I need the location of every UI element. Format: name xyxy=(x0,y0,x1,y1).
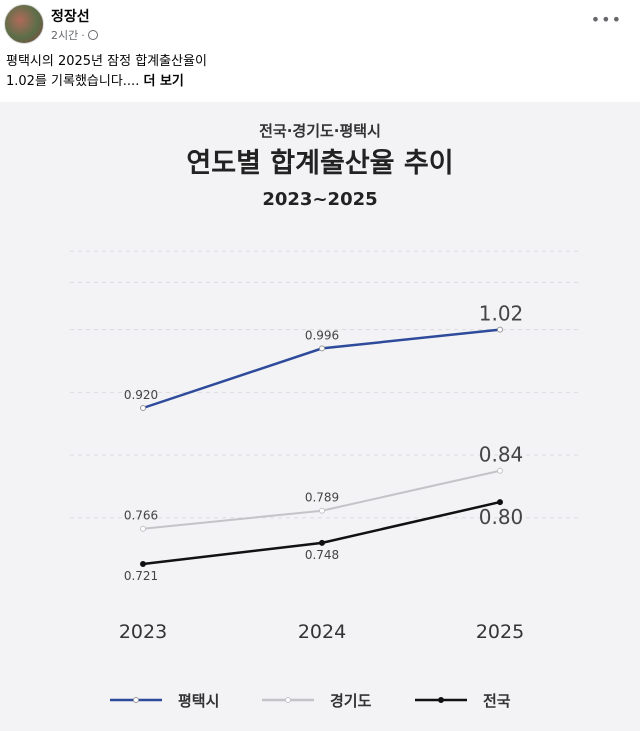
data-point xyxy=(319,345,325,352)
avatar[interactable] xyxy=(4,4,44,44)
post-body-line: 1.02를 기록했습니다.... xyxy=(6,74,140,89)
post-body-line: 평택시의 2025년 잠정 합계출산율이 xyxy=(6,54,207,69)
data-point xyxy=(319,539,325,546)
data-label: 1.02 xyxy=(479,302,524,326)
legend-label: 평택시 xyxy=(178,692,219,710)
legend-label: 경기도 xyxy=(330,692,372,710)
data-label: 0.996 xyxy=(305,328,339,342)
globe-icon xyxy=(87,30,98,40)
data-label: 0.84 xyxy=(479,443,524,467)
legend-marker xyxy=(285,697,291,703)
data-point xyxy=(140,561,146,568)
data-point xyxy=(497,467,503,474)
chart-subtitle: 2023~2025 xyxy=(262,189,377,210)
more-options-button[interactable]: ••• xyxy=(590,10,622,29)
data-label: 0.80 xyxy=(479,505,524,529)
separator: · xyxy=(81,28,85,42)
data-label: 0.920 xyxy=(124,388,158,402)
post-text: 평택시의 2025년 잠정 합계출산율이 1.02를 기록했습니다.... 더 … xyxy=(6,52,207,92)
see-more-link[interactable]: 더 보기 xyxy=(143,74,184,89)
data-label: 0.789 xyxy=(305,491,339,505)
data-point xyxy=(140,405,146,411)
post-header: 정장선 2시간 · ••• 평택시의 2025년 잠정 합계출산율이 1.02를… xyxy=(0,0,640,102)
x-tick-label: 2024 xyxy=(298,621,346,643)
data-point xyxy=(319,507,325,514)
data-point xyxy=(497,326,503,333)
x-tick-label: 2025 xyxy=(476,621,524,643)
chart-title: 연도별 합계출산율 추이 xyxy=(186,148,453,179)
x-tick-label: 2023 xyxy=(119,621,167,643)
data-point xyxy=(140,525,146,532)
post-time[interactable]: 2시간 xyxy=(51,29,79,42)
chart-supertitle: 전국·경기도·평택시 xyxy=(259,122,381,140)
post-meta: 2시간 · xyxy=(51,27,98,43)
legend-marker xyxy=(438,697,444,703)
legend-marker xyxy=(133,697,139,703)
data-label: 0.721 xyxy=(124,569,158,583)
legend-label: 전국 xyxy=(483,692,511,710)
data-point xyxy=(497,499,503,506)
data-label: 0.748 xyxy=(305,548,339,562)
author-name[interactable]: 정장선 xyxy=(51,9,90,25)
data-label: 0.766 xyxy=(124,509,158,523)
